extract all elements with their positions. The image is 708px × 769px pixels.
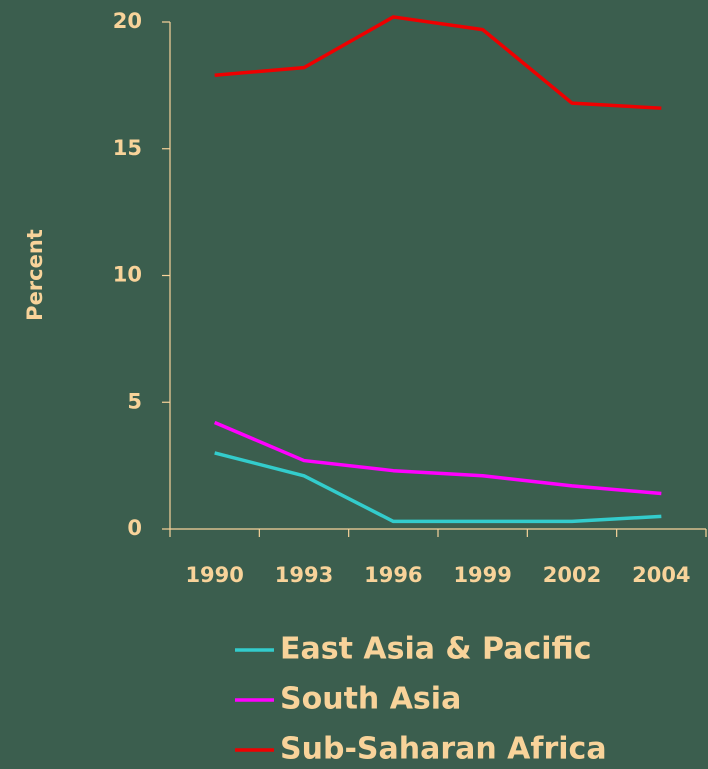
y-tick-label: 15	[113, 136, 142, 160]
y-tick-label: 10	[113, 263, 142, 287]
x-tick-label: 2004	[632, 563, 690, 587]
legend-label: Sub-Saharan Africa	[280, 732, 607, 767]
x-tick-label: 1996	[364, 563, 422, 587]
x-tick-label: 2002	[543, 563, 601, 587]
legend-label: South Asia	[280, 682, 461, 717]
y-axis-label: Percent	[23, 229, 47, 321]
x-tick-label: 1990	[185, 563, 243, 587]
series-line	[214, 15, 662, 110]
x-tick-label: 1999	[453, 563, 511, 587]
series-line	[213, 420, 662, 496]
y-tick-label: 0	[127, 516, 142, 540]
y-tick-label: 20	[113, 9, 142, 33]
x-tick-label: 1993	[275, 563, 333, 587]
y-tick-label: 5	[127, 389, 142, 413]
series-line	[214, 451, 662, 524]
legend-label: East Asia & Pacific	[280, 632, 592, 667]
